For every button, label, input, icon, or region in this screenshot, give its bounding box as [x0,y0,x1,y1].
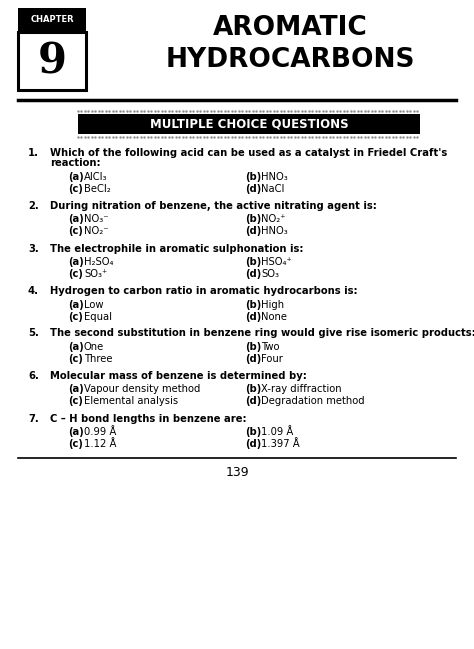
Text: Two: Two [261,342,280,352]
Text: HNO₃: HNO₃ [261,227,288,236]
Text: 139: 139 [225,466,249,479]
Text: Equal: Equal [84,312,112,321]
Text: (c): (c) [68,227,83,236]
Text: 7.: 7. [28,413,39,424]
Text: 3.: 3. [28,243,39,254]
Text: (b): (b) [245,299,261,310]
Text: 9: 9 [37,40,66,82]
Text: (c): (c) [68,184,83,194]
Text: CHAPTER: CHAPTER [30,16,74,25]
Text: Three: Three [84,354,112,364]
Text: SO₃⁺: SO₃⁺ [84,269,107,279]
Text: (d): (d) [245,312,261,321]
Text: (c): (c) [68,269,83,279]
Text: One: One [84,342,104,352]
Text: (a): (a) [68,215,84,225]
Text: X-ray diffraction: X-ray diffraction [261,384,342,395]
Text: (d): (d) [245,184,261,194]
Text: Elemental analysis: Elemental analysis [84,397,178,406]
Text: (a): (a) [68,427,84,437]
Text: Low: Low [84,299,103,310]
Text: (b): (b) [245,257,261,267]
Text: 1.: 1. [28,148,39,158]
Text: 6.: 6. [28,371,39,381]
Text: (d): (d) [245,397,261,406]
Text: (d): (d) [245,269,261,279]
Text: C – H bond lengths in benzene are:: C – H bond lengths in benzene are: [50,413,246,424]
Text: (a): (a) [68,299,84,310]
Text: NO₂⁻: NO₂⁻ [84,227,109,236]
Text: (c): (c) [68,439,83,449]
Text: 5.: 5. [28,328,39,339]
Text: (b): (b) [245,427,261,437]
Text: MULTIPLE CHOICE QUESTIONS: MULTIPLE CHOICE QUESTIONS [150,117,348,130]
Text: The second substitution in benzene ring would give rise isomeric products:: The second substitution in benzene ring … [50,328,474,339]
Text: AROMATIC: AROMATIC [213,15,367,41]
Text: (b): (b) [245,342,261,352]
Bar [78,114,420,134]
Text: NaCl: NaCl [261,184,284,194]
Text: 2.: 2. [28,201,39,211]
Text: 1.12 Å: 1.12 Å [84,439,117,449]
Text: (a): (a) [68,257,84,267]
Text: (c): (c) [68,354,83,364]
Text: (a): (a) [68,384,84,395]
Text: AlCl₃: AlCl₃ [84,172,108,182]
Text: During nitration of benzene, the active nitrating agent is:: During nitration of benzene, the active … [50,201,377,211]
Text: NO₂⁺: NO₂⁺ [261,215,285,225]
Text: Vapour density method: Vapour density method [84,384,201,395]
Text: H₂SO₄: H₂SO₄ [84,257,113,267]
Text: reaction:: reaction: [50,158,100,169]
Text: BeCl₂: BeCl₂ [84,184,111,194]
Text: (c): (c) [68,312,83,321]
Text: Four: Four [261,354,283,364]
Text: Degradation method: Degradation method [261,397,365,406]
Bar [18,32,86,90]
Text: 0.99 Å: 0.99 Å [84,427,117,437]
Text: NO₃⁻: NO₃⁻ [84,215,109,225]
Text: (d): (d) [245,354,261,364]
Text: (a): (a) [68,172,84,182]
Text: Hydrogen to carbon ratio in aromatic hydrocarbons is:: Hydrogen to carbon ratio in aromatic hyd… [50,286,357,296]
Text: 1.397 Å: 1.397 Å [261,439,300,449]
Text: Which of the following acid can be used as a catalyst in Friedel Craft's: Which of the following acid can be used … [50,148,447,158]
Text: HSO₄⁺: HSO₄⁺ [261,257,292,267]
Text: (c): (c) [68,397,83,406]
Text: (d): (d) [245,227,261,236]
Text: 1.09 Å: 1.09 Å [261,427,293,437]
Text: SO₃: SO₃ [261,269,279,279]
Text: (b): (b) [245,172,261,182]
Text: (b): (b) [245,215,261,225]
Text: High: High [261,299,284,310]
Text: (a): (a) [68,342,84,352]
Bar [18,8,86,32]
Text: HYDROCARBONS: HYDROCARBONS [165,47,415,73]
Text: None: None [261,312,287,321]
Text: 4.: 4. [28,286,39,296]
Text: HNO₃: HNO₃ [261,172,288,182]
Text: (d): (d) [245,439,261,449]
Text: Molecular mass of benzene is determined by:: Molecular mass of benzene is determined … [50,371,307,381]
Text: The electrophile in aromatic sulphonation is:: The electrophile in aromatic sulphonatio… [50,243,303,254]
Text: (b): (b) [245,384,261,395]
